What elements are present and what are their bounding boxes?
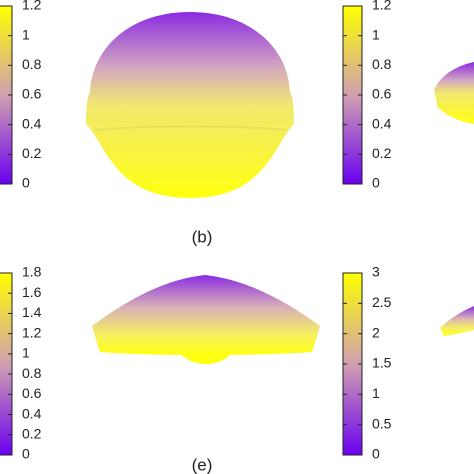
- tick-label: 3: [372, 264, 380, 280]
- tick-label: 0.2: [22, 145, 42, 161]
- caption: (e): [192, 455, 213, 474]
- tick-label: 0.2: [22, 425, 42, 441]
- tick-label: 0.5: [372, 415, 392, 431]
- tick-label: 1.4: [22, 304, 42, 320]
- tick-label: 0.6: [22, 385, 42, 401]
- tick-label: 1: [372, 26, 380, 42]
- tick-label: 2.5: [372, 294, 392, 310]
- tick-label: 0.8: [22, 56, 42, 72]
- tick-label: 1.8: [22, 264, 42, 280]
- tick-label: 0.6: [22, 86, 42, 102]
- tick-label: 0.4: [22, 405, 42, 421]
- tick-label: 1: [22, 26, 30, 42]
- tick-label: 0.4: [22, 115, 42, 131]
- tick-label: 0: [372, 446, 380, 462]
- tick-label: 0.2: [372, 145, 392, 161]
- tick-label: 1.2: [22, 0, 42, 13]
- tick-label: 0.8: [22, 365, 42, 381]
- tick-label: 0.6: [372, 86, 392, 102]
- tick-label: 0: [22, 175, 30, 191]
- tick-label: 1.5: [372, 355, 392, 371]
- tick-label: 0: [372, 175, 380, 191]
- shape-partial: [434, 62, 474, 124]
- shape-e: [92, 275, 320, 364]
- shape-b: [86, 12, 294, 198]
- colorbar: [0, 272, 13, 456]
- tick-label: 1.6: [22, 284, 42, 300]
- tick-label: 1: [22, 345, 30, 361]
- tick-label: 1: [372, 385, 380, 401]
- tick-label: 0: [22, 446, 30, 462]
- caption: (b): [192, 227, 213, 246]
- tick-label: 0.8: [372, 56, 392, 72]
- tick-label: 1.2: [372, 0, 392, 13]
- shape-partial: [440, 306, 474, 336]
- tick-label: 1.2: [22, 324, 42, 340]
- tick-label: 2: [372, 324, 380, 340]
- tick-label: 0.4: [372, 115, 392, 131]
